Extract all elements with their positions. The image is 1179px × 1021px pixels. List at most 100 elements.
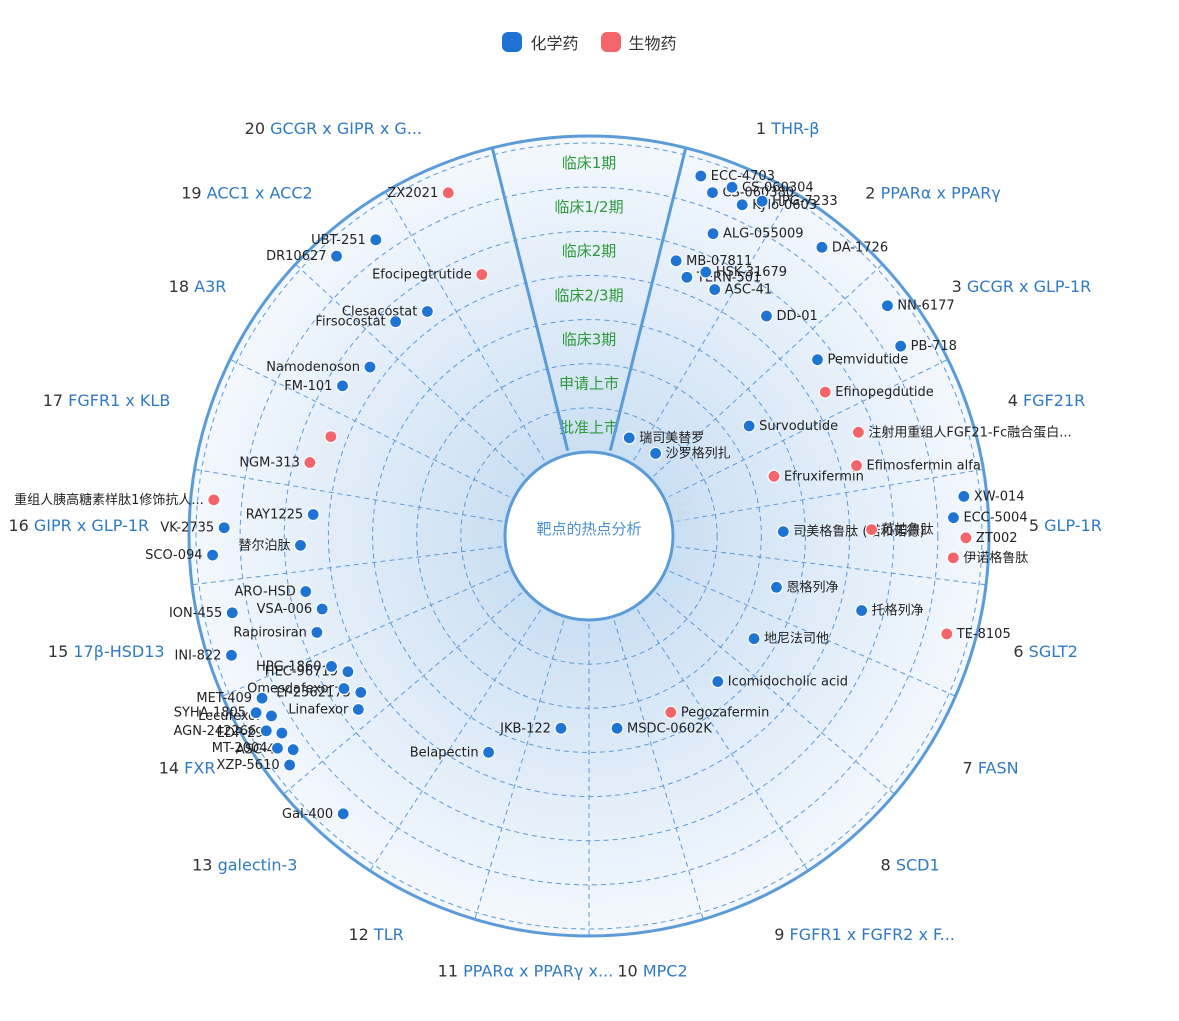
drug-point[interactable] [769, 580, 784, 594]
drug-point[interactable] [776, 524, 790, 539]
drug-label: ION-455 [169, 606, 222, 621]
drug-point[interactable] [851, 425, 865, 439]
drug-point[interactable] [759, 309, 774, 323]
drug-point[interactable] [475, 267, 489, 282]
drug-label: ALG-055009 [723, 227, 804, 242]
drug-point[interactable] [389, 315, 403, 329]
drug-point[interactable] [767, 469, 781, 483]
drug-point[interactable] [815, 240, 829, 254]
drug-label: NN-6177 [897, 299, 954, 314]
drug-point[interactable] [755, 194, 769, 208]
drug-point[interactable] [699, 265, 713, 279]
drug-point[interactable] [315, 602, 329, 616]
drug-point[interactable] [940, 627, 954, 641]
legend-item-chemical[interactable]: 化学药 [502, 30, 579, 54]
drug-point[interactable] [711, 674, 725, 689]
target-label-12: 12 TLR [348, 925, 403, 944]
drug-point[interactable] [747, 632, 761, 646]
drug-point[interactable] [725, 180, 739, 194]
drug-label: XW-014 [974, 489, 1025, 504]
legend-label-chemical: 化学药 [530, 34, 579, 53]
drug-point[interactable] [481, 745, 496, 759]
drug-point[interactable] [369, 233, 383, 247]
drug-point[interactable] [694, 169, 708, 183]
drug-point[interactable] [680, 270, 694, 284]
legend-item-biologic[interactable]: 生物药 [600, 30, 677, 54]
drug-point[interactable] [735, 198, 749, 212]
drug-point[interactable] [849, 458, 864, 473]
drug-point[interactable] [224, 648, 239, 662]
sector-divider [295, 263, 525, 477]
drug-point[interactable] [669, 254, 683, 268]
drug-point[interactable] [959, 531, 973, 545]
drug-point[interactable] [306, 507, 320, 522]
drug-point[interactable] [249, 706, 263, 720]
drug-point[interactable] [705, 185, 720, 200]
drug-point[interactable] [217, 521, 231, 535]
drug-point[interactable] [880, 299, 895, 313]
drug-point[interactable] [324, 430, 338, 444]
drug-point[interactable] [363, 360, 377, 374]
drug-point[interactable] [324, 659, 339, 673]
sector-divider [675, 468, 984, 522]
drug-label: 沙罗格列扎 [666, 445, 731, 461]
drug-point[interactable] [351, 702, 365, 717]
drug-point[interactable] [207, 493, 221, 507]
drug-point[interactable] [310, 625, 324, 639]
drug-point[interactable] [341, 665, 355, 679]
drug-point[interactable] [946, 551, 960, 565]
drug-point[interactable] [742, 419, 756, 433]
drug-point[interactable] [708, 282, 722, 297]
phase-label: 临床1/2期 [554, 198, 623, 216]
drug-point[interactable] [818, 385, 832, 399]
drug-label: JKB-122 [499, 721, 551, 736]
drug-label: 恩格列净 [786, 579, 838, 595]
center-label: 靶点的热点分析 [536, 520, 641, 538]
target-label-19: 19 ACC1 x ACC2 [181, 184, 312, 203]
drug-point[interactable] [810, 353, 825, 367]
drug-point[interactable] [957, 489, 971, 503]
drug-label: DD-01 [776, 309, 817, 324]
sector-divider [191, 546, 502, 586]
drug-point[interactable] [255, 691, 269, 705]
drug-point[interactable] [354, 685, 368, 699]
drug-point[interactable] [283, 758, 297, 772]
drug-label: 苏帕鲁肽 [882, 522, 934, 538]
drug-point[interactable] [441, 186, 455, 200]
drug-point[interactable] [225, 606, 239, 620]
drug-point[interactable] [664, 705, 678, 719]
drug-point[interactable] [554, 721, 568, 735]
drug-point[interactable] [335, 379, 350, 393]
drug-point[interactable] [649, 446, 663, 461]
drug-point[interactable] [336, 807, 350, 821]
drug-point[interactable] [946, 511, 961, 525]
drug-point[interactable] [622, 431, 636, 445]
drug-point[interactable] [270, 741, 285, 755]
phase-ring [372, 319, 806, 753]
drug-label: Efocipegtrutide [372, 267, 472, 282]
drug-point[interactable] [293, 538, 308, 552]
target-label-2: 2 PPARα x PPARγ [865, 184, 1001, 203]
drug-point[interactable] [855, 603, 869, 618]
drug-point[interactable] [706, 227, 720, 241]
drug-point[interactable] [286, 743, 300, 757]
drug-point[interactable] [329, 249, 344, 263]
phase-wedge-edge [490, 147, 570, 451]
drug-label: TERN-501 [696, 270, 761, 285]
drug-point[interactable] [894, 339, 908, 353]
drug-label: HPG-1860 [256, 659, 321, 674]
sector-divider [474, 620, 565, 920]
drug-point[interactable] [337, 681, 351, 696]
drug-point[interactable] [259, 724, 273, 738]
drug-point[interactable] [420, 304, 434, 319]
drug-point[interactable] [864, 522, 879, 537]
target-label-18: 18 A3R [169, 277, 227, 296]
drug-point[interactable] [275, 726, 289, 740]
drug-point[interactable] [610, 721, 624, 735]
drug-point[interactable] [299, 584, 313, 599]
drug-point[interactable] [205, 548, 220, 562]
drug-label: 托格列净 [872, 603, 924, 619]
drug-point[interactable] [303, 455, 317, 470]
drug-point[interactable] [264, 709, 279, 723]
target-label-7: 7 FASN [963, 759, 1019, 778]
